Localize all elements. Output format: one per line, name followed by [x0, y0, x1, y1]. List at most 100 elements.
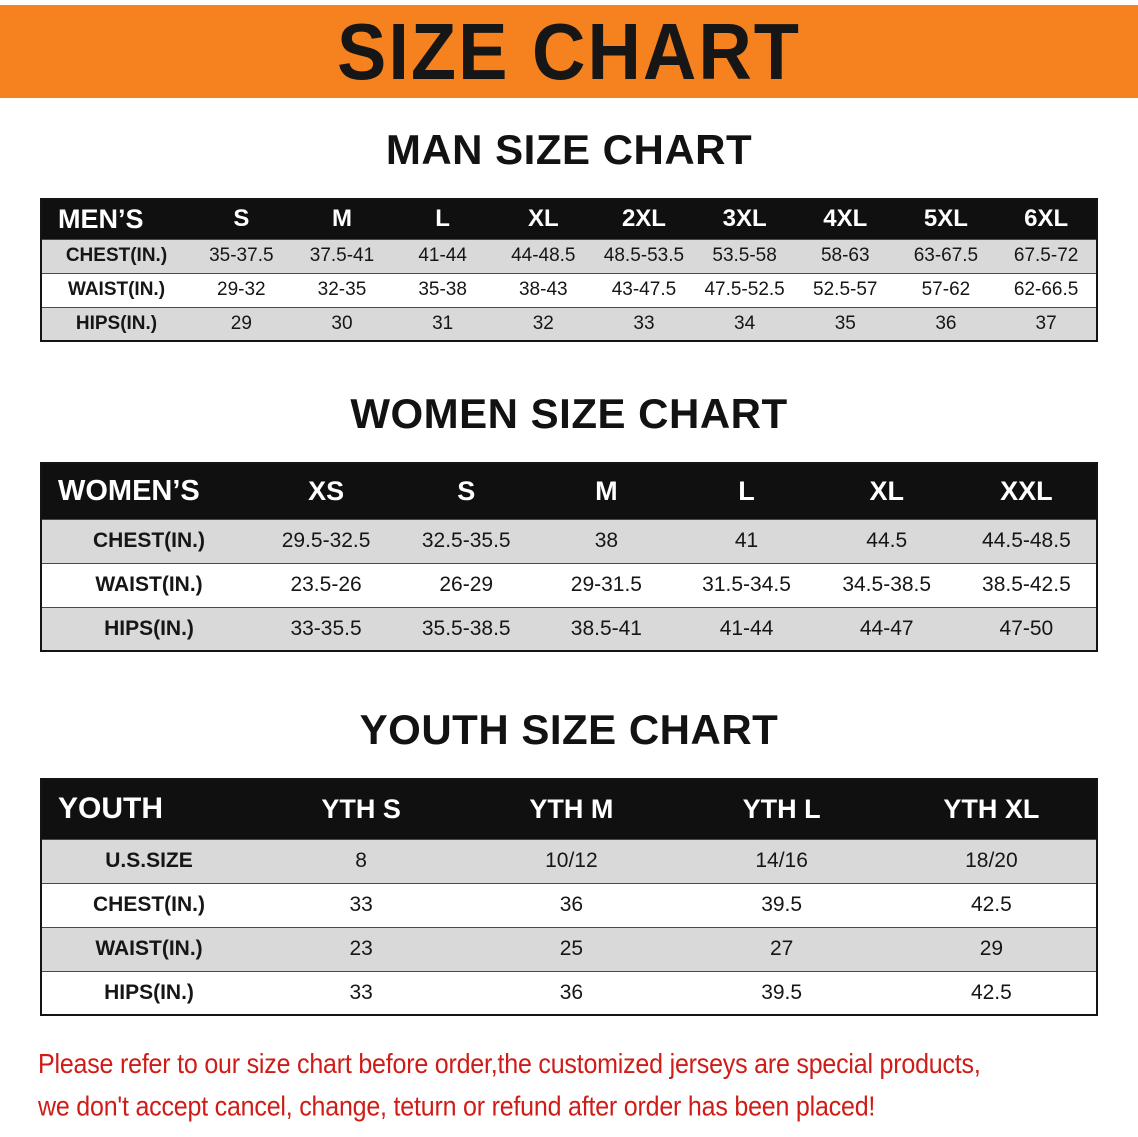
size-value: 37.5-41 [291, 238, 393, 273]
table-header-row: MEN’S S M L XL 2XL 3XL 4XL 5XL 6XL [41, 199, 1097, 239]
size-value: 31.5-34.5 [676, 562, 817, 607]
size-column-header: YTH S [256, 779, 467, 839]
size-column-header: XS [256, 463, 397, 519]
row-label: CHEST(IN.) [41, 518, 256, 563]
size-value: 37 [996, 306, 1097, 341]
size-column-header: 6XL [996, 199, 1097, 239]
table-row: HIPS(IN.) 29 30 31 32 33 34 35 36 37 [41, 306, 1097, 341]
youth-size-section: YOUTH SIZE CHART YOUTH YTH S YTH M YTH L YTH… [0, 706, 1138, 1016]
size-value: 33-35.5 [256, 606, 397, 651]
size-value: 29 [191, 306, 292, 341]
men-size-section: MAN SIZE CHART MEN’S S M L XL 2XL 3XL 4XL 5XL 6XL… [0, 126, 1138, 342]
size-value: 41 [676, 518, 817, 563]
size-value: 34.5-38.5 [816, 562, 957, 607]
size-column-header: M [291, 199, 393, 239]
size-value: 58-63 [794, 238, 896, 273]
table-row: CHEST(IN.) 33 36 39.5 42.5 [41, 882, 1097, 927]
size-value: 53.5-58 [694, 238, 795, 273]
size-value: 35-37.5 [191, 238, 292, 273]
size-value: 29-31.5 [536, 562, 677, 607]
size-column-header: 5XL [895, 199, 997, 239]
table-row: WAIST(IN.) 23.5-26 26-29 29-31.5 31.5-34.5 34… [41, 562, 1097, 607]
size-value: 36 [895, 306, 997, 341]
size-value: 63-67.5 [895, 238, 997, 273]
size-column-header: L [676, 463, 817, 519]
men-section-title: MAN SIZE CHART [385, 126, 753, 173]
size-column-header: YTH L [676, 779, 887, 839]
size-value: 36 [466, 970, 677, 1015]
size-value: 26-29 [396, 562, 537, 607]
men-size-table: MEN’S S M L XL 2XL 3XL 4XL 5XL 6XL CHEST(IN.) 35-37… [40, 198, 1098, 342]
row-label: HIPS(IN.) [41, 606, 256, 651]
size-value: 41-44 [392, 238, 493, 273]
women-section-title: WOMEN SIZE CHART [350, 390, 788, 437]
size-value: 44-47 [816, 606, 957, 651]
table-row: HIPS(IN.) 33-35.5 35.5-38.5 38.5-41 41-44 44-… [41, 606, 1097, 651]
size-value: 44-48.5 [492, 238, 594, 273]
size-value: 35.5-38.5 [396, 606, 537, 651]
youth-section-title: YOUTH SIZE CHART [359, 706, 779, 753]
size-value: 30 [291, 306, 393, 341]
youth-size-table: YOUTH YTH S YTH M YTH L YTH XL U.S.SIZE 8 10/12… [40, 778, 1098, 1016]
size-value: 23 [256, 926, 467, 971]
table-row: WAIST(IN.) 23 25 27 29 [41, 926, 1097, 971]
table-row: U.S.SIZE 8 10/12 14/16 18/20 [41, 838, 1097, 883]
size-column-header: S [396, 463, 537, 519]
table-header-row: WOMEN’S XS S M L XL XXL [41, 463, 1097, 519]
table-row: CHEST(IN.) 29.5-32.5 32.5-35.5 38 41 44.5 44.5… [41, 518, 1097, 563]
size-column-header: 3XL [694, 199, 795, 239]
size-column-header: M [536, 463, 677, 519]
disclaimer-line-1: Please refer to our size chart before or… [38, 1048, 981, 1080]
table-row: HIPS(IN.) 33 36 39.5 42.5 [41, 970, 1097, 1015]
size-value: 47-50 [956, 606, 1097, 651]
size-value: 43-47.5 [593, 272, 695, 307]
size-value: 44.5 [816, 518, 957, 563]
size-column-header: 4XL [794, 199, 896, 239]
table-header-row: YOUTH YTH S YTH M YTH L YTH XL [41, 779, 1097, 839]
row-label: CHEST(IN.) [41, 238, 191, 273]
size-value: 34 [694, 306, 795, 341]
size-value: 29-32 [191, 272, 292, 307]
size-value: 67.5-72 [996, 238, 1097, 273]
size-column-header: XXL [956, 463, 1097, 519]
size-value: 38.5-41 [536, 606, 677, 651]
size-column-header: XL [492, 199, 594, 239]
size-value: 32-35 [291, 272, 393, 307]
size-value: 25 [466, 926, 677, 971]
size-value: 36 [466, 882, 677, 927]
size-value: 33 [256, 970, 467, 1015]
size-column-header: S [191, 199, 292, 239]
table-corner-label: YOUTH [41, 779, 256, 839]
women-size-section: WOMEN SIZE CHART WOMEN’S XS S M L XL XXL CHEST(… [0, 390, 1138, 652]
size-value: 35-38 [392, 272, 493, 307]
table-corner-label: WOMEN’S [41, 463, 256, 519]
size-value: 52.5-57 [794, 272, 896, 307]
row-label: WAIST(IN.) [41, 926, 256, 971]
table-row: WAIST(IN.) 29-32 32-35 35-38 38-43 43-47.5 47.… [41, 272, 1097, 307]
size-column-header: L [392, 199, 493, 239]
row-label: HIPS(IN.) [41, 306, 191, 341]
size-value: 41-44 [676, 606, 817, 651]
row-label: CHEST(IN.) [41, 882, 256, 927]
size-value: 62-66.5 [996, 272, 1097, 307]
size-value: 8 [256, 838, 467, 883]
size-value: 32 [492, 306, 594, 341]
size-value: 29.5-32.5 [256, 518, 397, 563]
size-column-header: XL [816, 463, 957, 519]
size-value: 38.5-42.5 [956, 562, 1097, 607]
size-value: 33 [256, 882, 467, 927]
size-value: 38 [536, 518, 677, 563]
size-value: 10/12 [466, 838, 677, 883]
size-column-header: YTH XL [886, 779, 1097, 839]
disclaimer-line-2: we don't accept cancel, change, teturn o… [38, 1090, 876, 1122]
disclaimer: Please refer to our size chart before or… [38, 1044, 1100, 1128]
size-value: 39.5 [676, 970, 887, 1015]
size-value: 48.5-53.5 [593, 238, 695, 273]
row-label: WAIST(IN.) [41, 562, 256, 607]
row-label: U.S.SIZE [41, 838, 256, 883]
size-value: 32.5-35.5 [396, 518, 537, 563]
banner-title: SIZE CHART [337, 6, 801, 96]
size-value: 35 [794, 306, 896, 341]
size-value: 23.5-26 [256, 562, 397, 607]
size-value: 42.5 [886, 882, 1097, 927]
